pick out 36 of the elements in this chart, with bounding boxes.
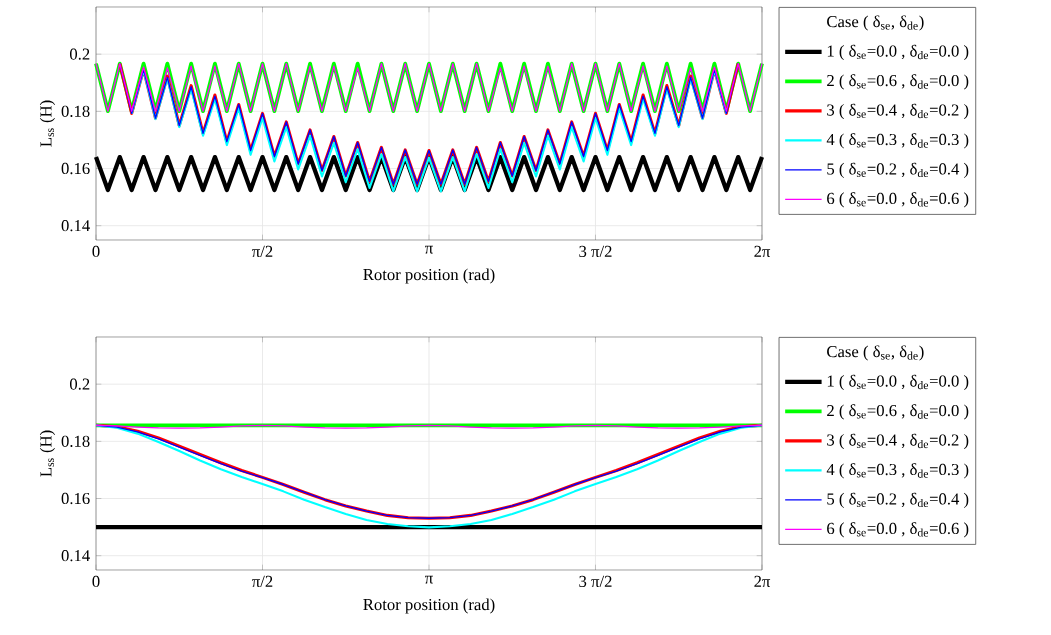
- legend-label: 5 ( δ$_{se}$=0.2 , δ$_{de}$=0.4 ): [827, 162, 969, 178]
- legend-label: 3 ( δ$_{se}$=0.4 , δ$_{de}$=0.2 ): [827, 433, 969, 450]
- y-tick-label: 0.2: [69, 378, 90, 390]
- x-tick-label: 0: [92, 245, 100, 258]
- legend-label: 2 ( δ$_{se}$=0.6 , δ$_{de}$=0.0 ): [827, 74, 969, 90]
- x-axis-title: Rotor position (rad): [363, 598, 495, 614]
- legend-label: 6 ( δ$_{se}$=0.0 , δ$_{de}$=0.6 ): [827, 522, 969, 538]
- legend-title: Case ( δ$_{se}$, δ$_{de}$): [827, 15, 924, 31]
- y-tick-label: 0.16: [61, 162, 90, 175]
- x-tick-label: π: [425, 575, 433, 584]
- legend-label: 3 ( δ$_{se}$=0.4 , δ$_{de}$=0.2 ): [827, 103, 969, 120]
- x-tick-label: 2π: [754, 575, 771, 588]
- y-tick-label: 0.14: [61, 220, 90, 232]
- x-tick-label: 3 π/2: [579, 575, 612, 588]
- y-axis-title: L$_{ss}$ (H): [39, 100, 55, 147]
- x-tick-label: π: [425, 245, 433, 254]
- x-tick-label: π/2: [252, 575, 273, 588]
- legend-label: 1 ( δ$_{se}$=0.0 , δ$_{de}$=0.0 ): [827, 374, 969, 391]
- x-tick-label: 0: [92, 575, 100, 588]
- y-tick-label: 0.18: [61, 435, 90, 447]
- legend-label: 1 ( δ$_{se}$=0.0 , δ$_{de}$=0.0 ): [827, 44, 969, 61]
- y-axis-title: L$_{ss}$ (H): [39, 430, 55, 477]
- x-tick-label: 3 π/2: [579, 245, 612, 258]
- legend-label: 6 ( δ$_{se}$=0.0 , δ$_{de}$=0.6 ): [827, 192, 969, 208]
- x-tick-label: π/2: [252, 245, 273, 258]
- legend-label: 4 ( δ$_{se}$=0.3 , δ$_{de}$=0.3 ): [826, 133, 969, 149]
- y-tick-label: 0.2: [69, 48, 90, 60]
- legend-title: Case ( δ$_{se}$, δ$_{de}$): [827, 345, 924, 361]
- legend-label: 2 ( δ$_{se}$=0.6 , δ$_{de}$=0.0 ): [827, 404, 969, 420]
- legend-label: 4 ( δ$_{se}$=0.3 , δ$_{de}$=0.3 ): [826, 463, 969, 479]
- x-axis-title: Rotor position (rad): [363, 268, 495, 284]
- x-tick-label: 2π: [754, 245, 771, 258]
- y-tick-label: 0.18: [61, 105, 90, 117]
- y-tick-label: 0.14: [61, 550, 90, 562]
- legend-label: 5 ( δ$_{se}$=0.2 , δ$_{de}$=0.4 ): [827, 492, 969, 508]
- y-tick-label: 0.16: [61, 492, 90, 505]
